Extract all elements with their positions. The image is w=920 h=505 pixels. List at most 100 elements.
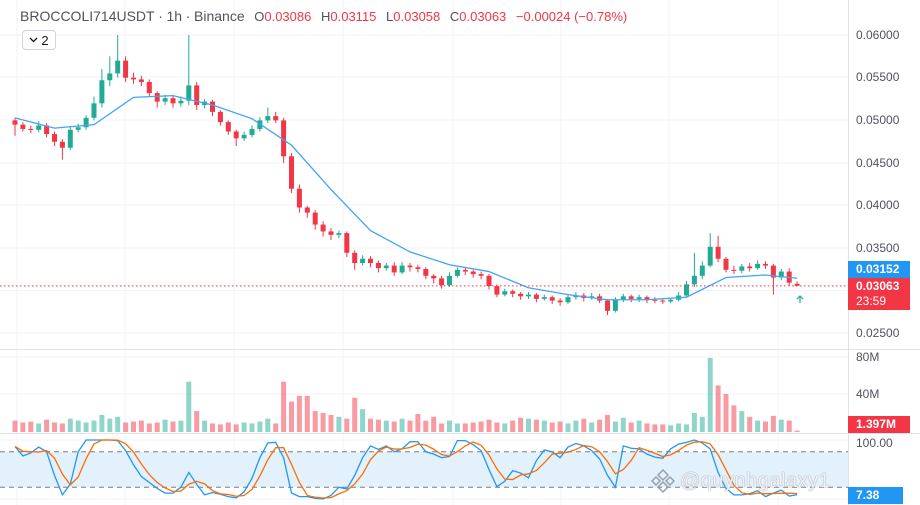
candle-body — [44, 125, 50, 135]
volume-bar — [533, 419, 539, 432]
volume-bar — [281, 381, 287, 432]
candle-body — [620, 296, 626, 300]
volume-bar — [170, 421, 176, 432]
volume-bar — [691, 413, 697, 432]
candle-body — [462, 269, 468, 272]
candle-body — [162, 98, 168, 102]
candle-body — [770, 265, 776, 278]
price-tick: 0.05500 — [856, 70, 900, 84]
watermark: @quynhgalaxy1 — [650, 468, 830, 494]
volume-bar — [470, 422, 476, 432]
candle-body — [217, 111, 223, 123]
candle-body — [612, 299, 618, 311]
symbol-legend: BROCCOLI714USDT · 1h · Binance O0.03086 … — [20, 8, 627, 24]
volume-bar — [407, 420, 413, 432]
candle-body — [747, 266, 753, 269]
candle-body — [794, 283, 800, 286]
volume-bar — [194, 411, 200, 432]
symbol-name[interactable]: BROCCOLI714USDT — [20, 8, 155, 24]
candle-body — [210, 101, 215, 112]
candle-body — [778, 271, 784, 278]
volume-bar — [415, 413, 421, 432]
exchange: Binance — [194, 8, 245, 24]
volume-bar — [778, 419, 784, 432]
candle-body — [273, 116, 279, 121]
volume-bar — [715, 385, 721, 432]
candle-body — [423, 268, 429, 276]
low-value: 0.03058 — [393, 9, 441, 24]
volume-bar — [83, 422, 89, 432]
volume-bar — [52, 422, 57, 432]
candle-body — [194, 85, 200, 106]
volume-bar — [391, 421, 397, 432]
candle-body — [723, 258, 729, 270]
candle-body — [249, 128, 255, 135]
volume-bars — [12, 357, 800, 432]
volume-bar — [747, 416, 753, 432]
volume-last-tag: 1.397M — [848, 416, 910, 433]
volume-bar — [612, 421, 618, 432]
up-arrow-icon — [796, 295, 804, 303]
binance-logo-icon — [650, 468, 676, 494]
candle-body — [146, 81, 152, 94]
volume-bar — [123, 422, 129, 432]
volume-bar — [12, 420, 18, 432]
volume-bar — [510, 420, 516, 432]
volume-bar — [289, 401, 294, 432]
volume-bar — [28, 421, 34, 432]
candle-body — [225, 122, 231, 132]
candle-body — [296, 188, 302, 208]
indicator-count: 2 — [41, 32, 49, 48]
candle-body — [763, 263, 768, 266]
volume-bar — [20, 422, 26, 432]
indicators-toggle-button[interactable]: 2 — [22, 30, 56, 50]
candle-body — [131, 77, 136, 80]
volume-bar — [249, 423, 255, 432]
volume-bar — [44, 419, 50, 432]
candle-body — [138, 79, 144, 82]
volume-bar — [573, 420, 579, 432]
candle-body — [154, 93, 160, 102]
change-value: −0.00024 (−0.78%) — [515, 9, 628, 24]
candle-body — [241, 134, 247, 139]
candle-body — [312, 212, 318, 225]
candle-body — [684, 284, 689, 296]
stoch-rsi-lines — [14, 439, 798, 500]
volume-bar — [225, 422, 231, 432]
volume-bar — [707, 357, 713, 432]
interval[interactable]: 1h — [166, 8, 183, 24]
volume-bar — [699, 416, 705, 432]
volume-bar — [557, 421, 563, 432]
volume-bar — [383, 420, 389, 432]
high-label: H — [320, 9, 331, 24]
candle-body — [352, 252, 358, 264]
candle-body — [12, 120, 18, 125]
volume-bar — [565, 423, 571, 432]
volume-bar — [770, 415, 776, 432]
candle-body — [391, 265, 397, 273]
candle-body — [691, 275, 697, 285]
candle-body — [565, 297, 571, 303]
watermark-text: @quynhgalaxy1 — [680, 470, 831, 492]
volume-bar — [36, 423, 42, 432]
stoch-tick: 100.00 — [856, 436, 893, 450]
candle-body — [123, 60, 129, 78]
close-label: C — [449, 9, 460, 24]
price-tick: 0.05000 — [856, 113, 900, 127]
volume-bar — [336, 416, 342, 432]
candle-body — [652, 299, 658, 301]
candle-body — [344, 233, 350, 253]
stoch-d-line — [14, 439, 798, 499]
last-price: 0.03063 — [856, 279, 900, 293]
markers — [0, 285, 848, 303]
volume-bar — [660, 424, 666, 432]
candle-body — [439, 278, 445, 286]
candle-body — [59, 141, 65, 148]
volume-bar — [352, 397, 358, 432]
candle-body — [454, 269, 460, 276]
volume-bar — [75, 420, 81, 432]
volume-bar — [447, 420, 452, 432]
volume-bar — [454, 423, 460, 432]
candles — [12, 35, 800, 316]
